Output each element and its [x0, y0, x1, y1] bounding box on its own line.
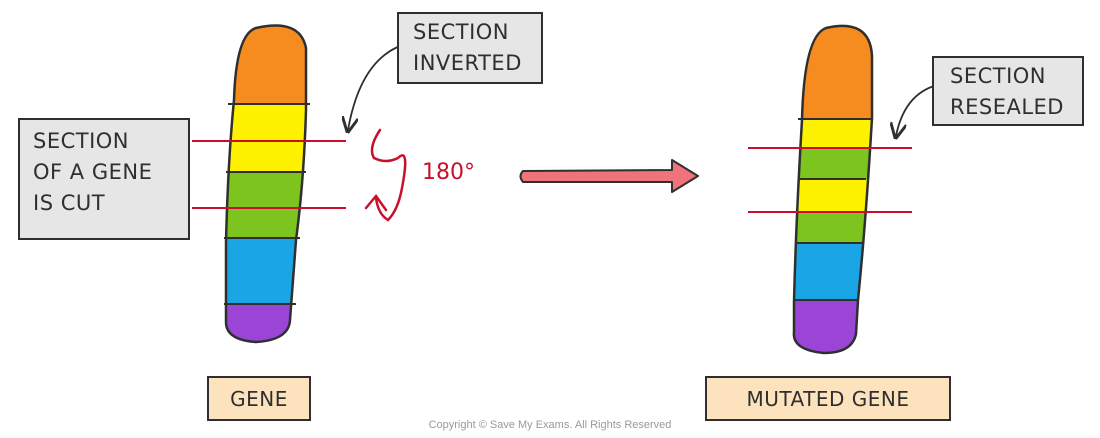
- callout-section-resealed: SECTION RESEALED: [932, 56, 1084, 126]
- gene-segment-purple: [226, 304, 306, 342]
- gene-segment-orange: [793, 25, 872, 119]
- inverted-pointer-arrow-icon: [348, 45, 401, 130]
- gene-segment-orange: [226, 25, 306, 104]
- mutated-gene-label: MUTATED GENE: [705, 376, 951, 421]
- callout-section-cut: SECTION OF A GENE IS CUT: [18, 118, 190, 240]
- gene-segment-yellow: [226, 104, 306, 172]
- gene-segment-green-inverted: [793, 212, 872, 243]
- mutated-gene-outline: [792, 24, 874, 355]
- original-gene-outline: [224, 24, 308, 344]
- gene-label: GENE: [207, 376, 311, 421]
- mutated-gene: [792, 24, 874, 355]
- gene-segment-blue: [793, 243, 872, 300]
- gene-segment-yellow-inverted: [793, 179, 872, 212]
- gene-segment-green: [226, 172, 306, 238]
- gene-segment-green: [793, 148, 872, 179]
- rotation-angle-label: 180°: [422, 160, 475, 185]
- resealed-pointer-arrow-icon: [896, 85, 935, 136]
- mutated-gene-dividers: [794, 118, 872, 301]
- original-gene-dividers: [224, 103, 310, 305]
- gene-segment-blue: [226, 238, 306, 304]
- gene-segment-yellow: [793, 119, 872, 148]
- callout-section-inverted: SECTION INVERTED: [397, 12, 543, 84]
- mutated-gene-segments: [793, 25, 872, 354]
- rotation-arrow-icon: [364, 128, 407, 222]
- copyright-notice: Copyright © Save My Exams. All Rights Re…: [428, 419, 672, 431]
- original-gene: [224, 24, 310, 344]
- original-gene-segments: [226, 25, 306, 342]
- transformation-arrow-icon: [519, 159, 699, 193]
